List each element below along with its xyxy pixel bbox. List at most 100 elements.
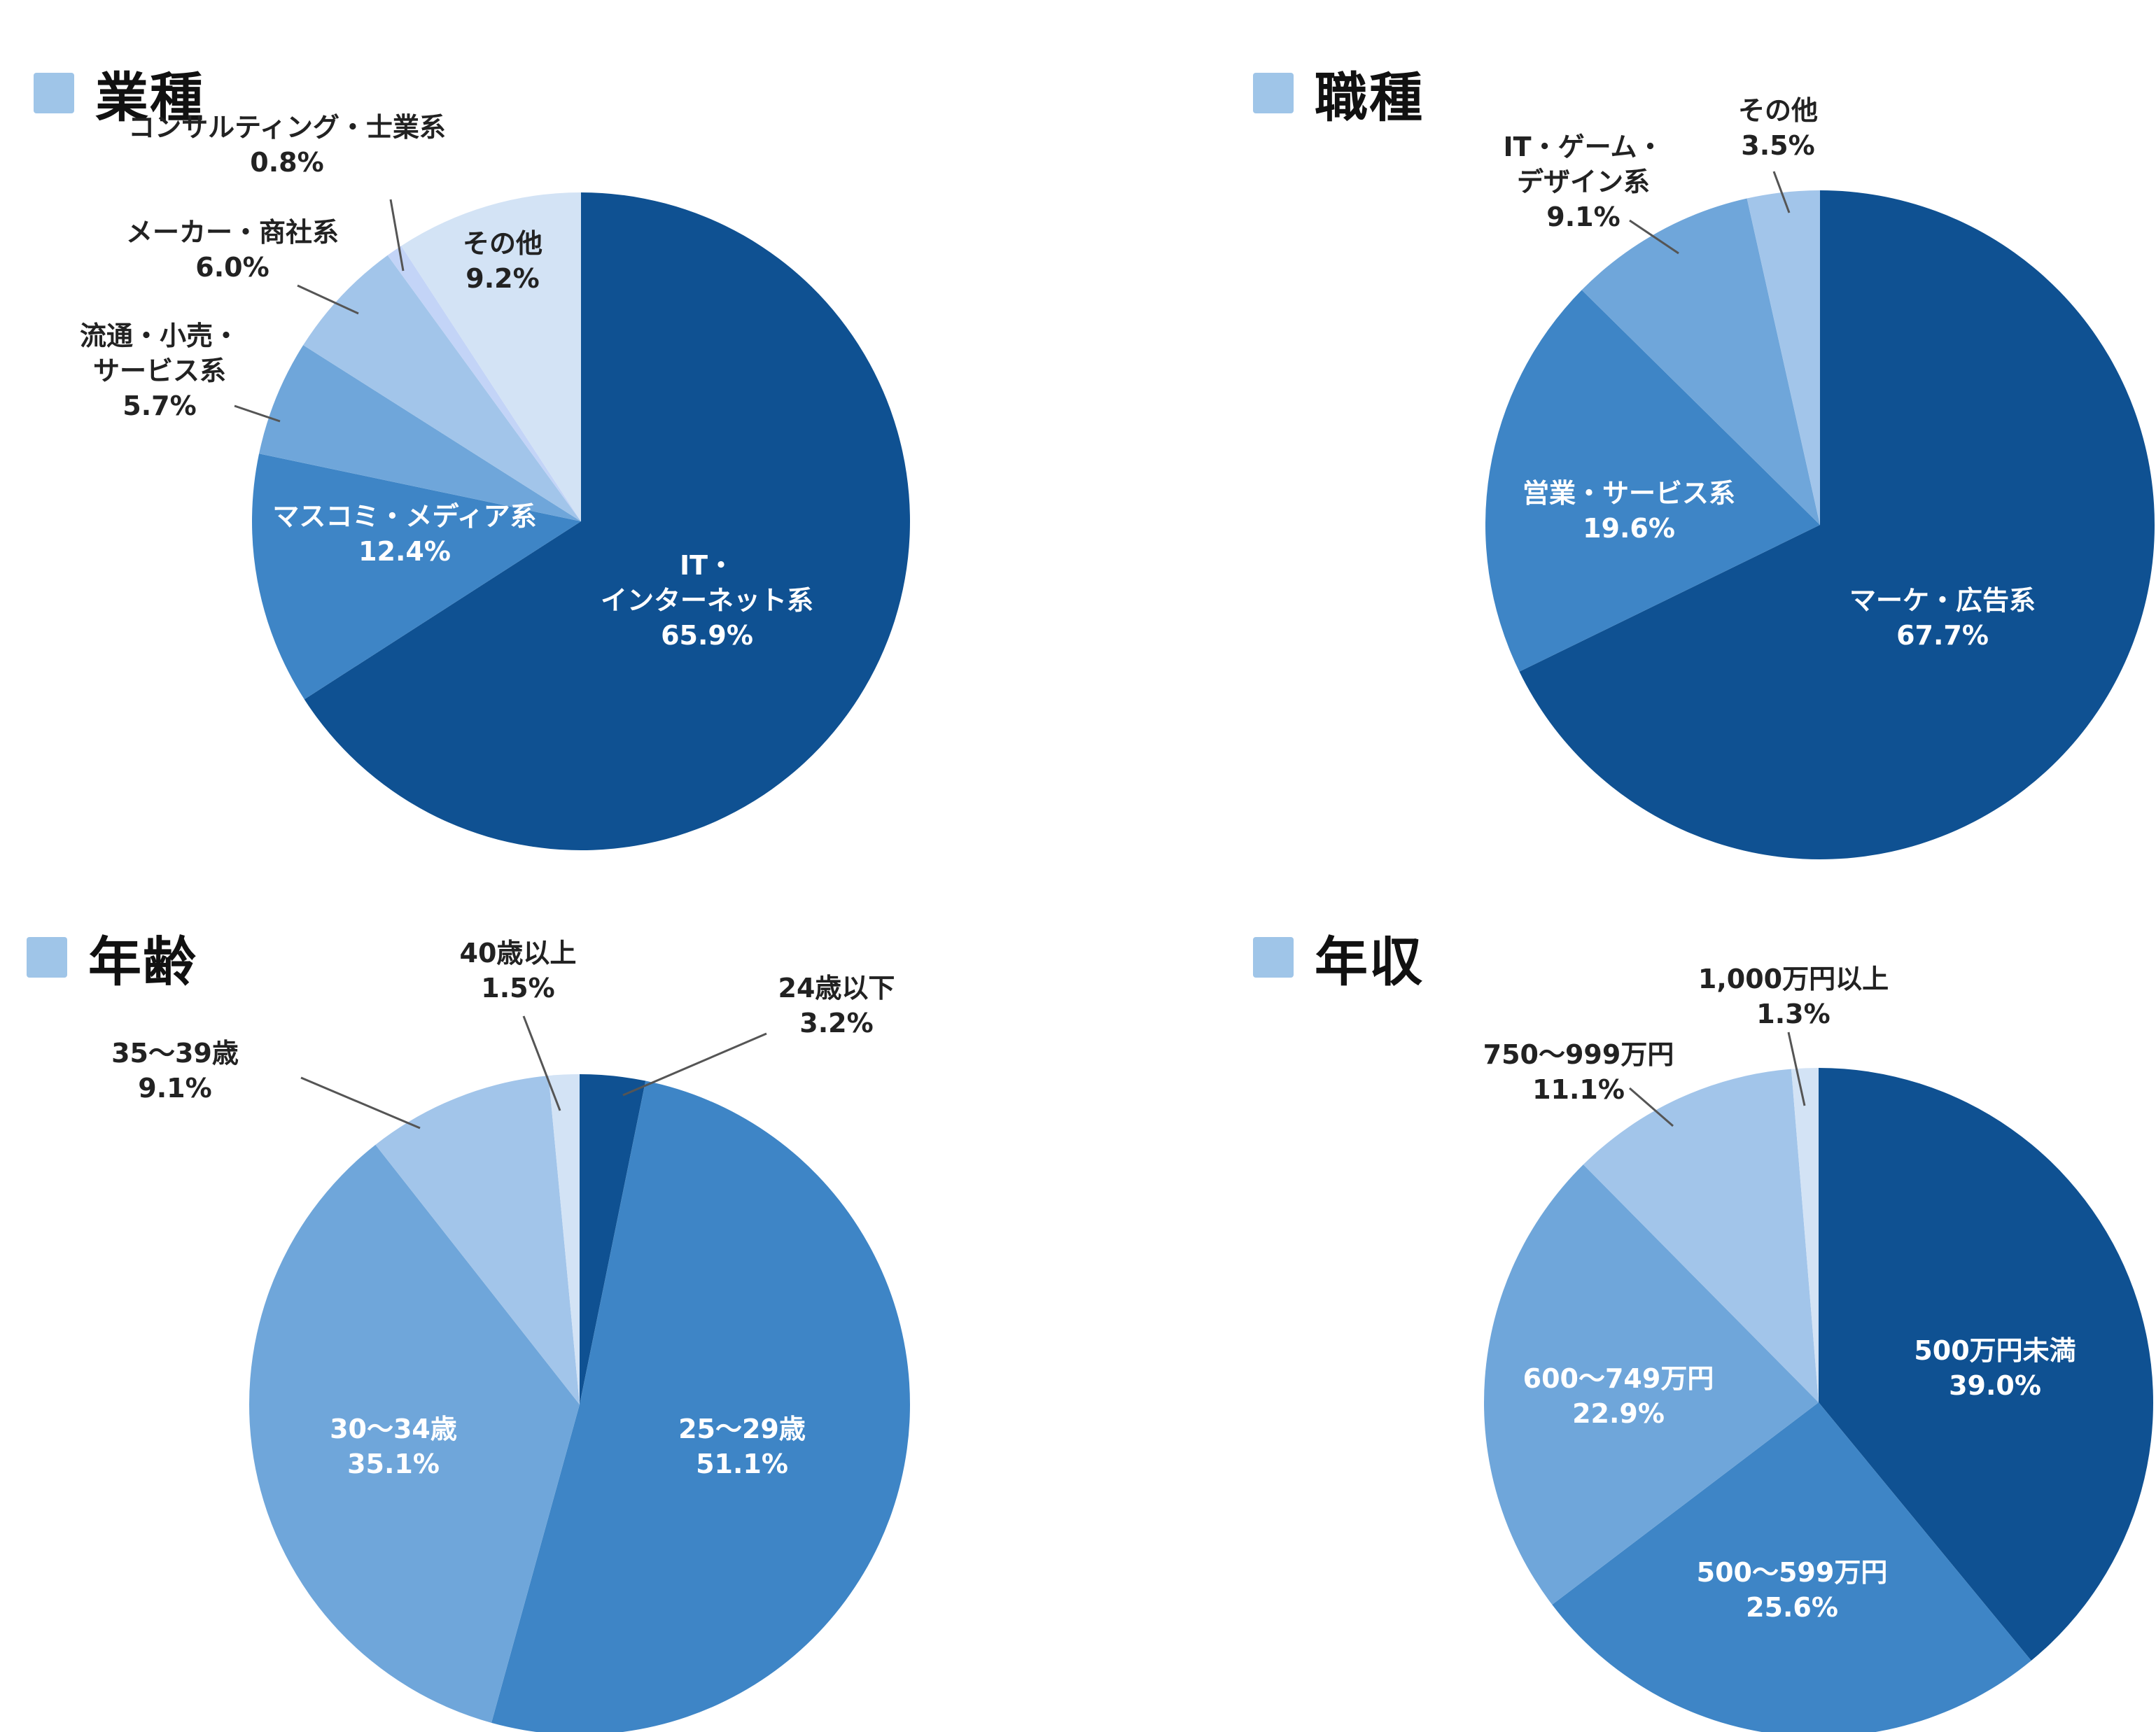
slice-percent: 51.1% <box>696 1449 788 1479</box>
slice-label: 流通・小売・サービス系 5.7% <box>80 321 239 421</box>
slice-percent: 12.4% <box>358 536 451 567</box>
pie-chart-industry: IT・インターネット系 65.9% マスコミ・メディア系 12.4% 流通・小売・サービ… <box>80 112 910 851</box>
leader-line <box>300 1076 421 1129</box>
slice-label: IT・インターネット系 65.9% <box>601 550 813 651</box>
legend-square <box>27 937 67 978</box>
leader-line <box>622 1032 767 1097</box>
leader-line <box>389 199 405 272</box>
slice-percent: 19.6% <box>1583 513 1675 544</box>
slice-percent: 35.1% <box>347 1449 440 1479</box>
pie-slice <box>1791 1068 1819 1402</box>
pie-slice <box>1485 290 1820 672</box>
slice-percent: 11.1% <box>1532 1074 1625 1105</box>
chart-panel-age: 年齢 24歳以下 3.2% 25〜29歳 51.1% 30〜34歳 35.1% 35〜39歳… <box>0 866 1078 1732</box>
slice-label: 24歳以下 3.2% <box>778 973 895 1039</box>
slice-name: 24歳以下 <box>778 973 895 1004</box>
pie-slice <box>1552 1402 2031 1732</box>
pie-slice <box>1819 1068 2153 1661</box>
slice-label: 25〜29歳 51.1% <box>678 1414 806 1479</box>
legend-square <box>1253 73 1294 113</box>
slice-percent: 9.2% <box>465 263 539 294</box>
slice-label: メーカー・商社系 6.0% <box>126 217 339 283</box>
pie-slice <box>387 246 581 521</box>
slice-name: マスコミ・メディア系 <box>272 501 536 532</box>
chart-title: 年齢 <box>27 919 197 996</box>
slice-label: 600〜749万円 22.9% <box>1523 1363 1714 1429</box>
slice-label: 750〜999万円 11.1% <box>1483 1039 1674 1105</box>
chart-title-text: 業種 <box>95 66 204 129</box>
pie-slice <box>548 1074 580 1404</box>
pie-slices <box>1484 1068 2153 1732</box>
slice-name: メーカー・商社系 <box>126 217 339 248</box>
slice-label: コンサルティング・士業系 0.8% <box>128 112 446 178</box>
slice-percent: 65.9% <box>661 620 753 651</box>
slice-name: 600〜749万円 <box>1523 1363 1714 1394</box>
pie-slice <box>580 1074 646 1404</box>
slice-label: 500〜599万円 25.6% <box>1697 1557 1888 1623</box>
slice-label: その他 9.2% <box>463 228 542 294</box>
slice-name: インターネット系 <box>601 585 813 616</box>
pie-slice <box>259 345 581 521</box>
leader-line <box>234 404 281 423</box>
slice-label: IT・ゲーム・デザイン系 9.1% <box>1504 132 1664 232</box>
slice-percent: 1.5% <box>481 973 554 1004</box>
slice-name: 営業・サービス系 <box>1522 478 1735 509</box>
chart-title-text: 年齢 <box>88 931 197 993</box>
slice-name: 30〜34歳 <box>330 1414 457 1444</box>
pie-slice <box>1519 190 2155 860</box>
slice-name: 40歳以上 <box>460 938 577 969</box>
slice-label: 40歳以上 1.5% <box>460 938 577 1004</box>
slice-name: 750〜999万円 <box>1483 1039 1674 1070</box>
chart-title: 職種 <box>1253 55 1424 132</box>
leader-line <box>1629 219 1679 255</box>
chart-panel-occupation: 職種 マーケ・広告系 67.7% 営業・サービス系 19.6% IT・ゲーム・デザイン系… <box>1078 0 2156 866</box>
slice-name: サービス系 <box>93 355 226 386</box>
slice-label: マーケ・広告系 67.7% <box>1849 585 2036 651</box>
slice-percent: 9.1% <box>138 1073 211 1104</box>
pie-chart-occupation: マーケ・広告系 67.7% 営業・サービス系 19.6% IT・ゲーム・デザイン系 9.1… <box>1485 95 2155 860</box>
leader-line <box>297 284 359 315</box>
slice-percent: 9.1% <box>1546 202 1620 232</box>
pie-slice <box>1583 1069 1819 1402</box>
pie-slice <box>248 1144 580 1723</box>
chart-title-text: 年収 <box>1315 931 1424 993</box>
slice-percent: 67.7% <box>1896 620 1989 651</box>
slice-percent: 6.0% <box>195 252 269 283</box>
slice-percent: 3.5% <box>1741 130 1814 161</box>
slice-name: 1,000万円以上 <box>1698 964 1889 994</box>
chart-panel-industry: 業種 IT・インターネット系 65.9% マスコミ・メディア系 12.4% 流通・小売・… <box>0 0 1078 866</box>
slice-name: その他 <box>1738 95 1818 126</box>
slice-name: IT・ <box>680 550 734 581</box>
leader-line <box>1629 1087 1674 1127</box>
slice-name: 500〜599万円 <box>1697 1557 1888 1588</box>
slice-label: 1,000万円以上 1.3% <box>1698 964 1889 1029</box>
pie-slice <box>303 255 581 521</box>
slice-name: 25〜29歳 <box>678 1414 806 1444</box>
slice-label: 営業・サービス系 19.6% <box>1522 478 1735 544</box>
pie-slices <box>248 1074 910 1732</box>
slice-label: 500万円未満 39.0% <box>1914 1335 2076 1401</box>
slice-label: 35〜39歳 9.1% <box>111 1038 239 1104</box>
legend-square <box>1253 937 1294 978</box>
pie-slice <box>491 1080 910 1732</box>
slice-label: その他 3.5% <box>1738 95 1818 161</box>
leader-line <box>1772 171 1791 213</box>
chart-panel-income: 年収 500万円未満 39.0% 500〜599万円 25.6% 600〜749万円 22… <box>1078 866 2156 1732</box>
chart-title: 業種 <box>34 55 204 132</box>
pie-slices <box>1485 190 2155 860</box>
legend-square <box>34 73 74 113</box>
chart-title: 年収 <box>1253 919 1424 996</box>
pie-slice <box>401 192 581 521</box>
pie-slices <box>252 192 910 851</box>
slice-name: マーケ・広告系 <box>1849 585 2036 616</box>
slice-name: 500万円未満 <box>1914 1335 2076 1366</box>
slice-name: コンサルティング・士業系 <box>128 112 446 143</box>
slice-name: 35〜39歳 <box>111 1038 239 1069</box>
slice-percent: 39.0% <box>1949 1370 2041 1401</box>
slice-name: 流通・小売・ <box>80 321 239 351</box>
slice-name: その他 <box>463 228 542 259</box>
leader-line <box>1787 1032 1806 1106</box>
slice-percent: 0.8% <box>250 147 323 178</box>
slice-percent: 25.6% <box>1746 1592 1838 1623</box>
slice-percent: 3.2% <box>799 1008 873 1039</box>
